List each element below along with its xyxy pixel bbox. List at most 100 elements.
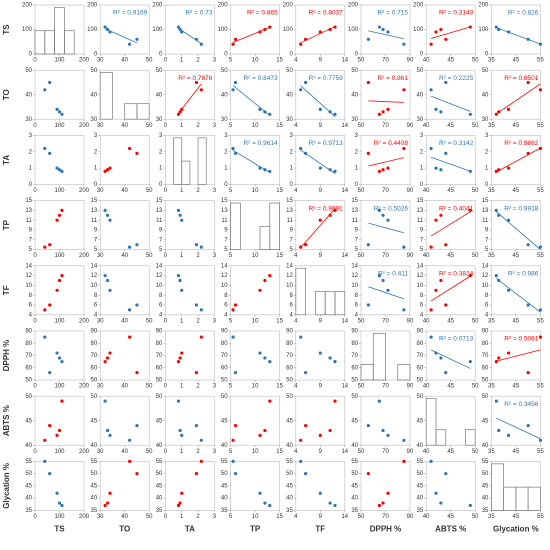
point [429,459,433,463]
y-tick-label: 200 [87,3,98,9]
y-tick-label: 40 [221,92,228,98]
x-tick-label: 50 [472,253,479,259]
x-tick-label: 50 [146,318,153,324]
x-tick-label: 90 [407,384,414,390]
y-tick-label: 9 [29,228,33,234]
x-tick-label: 15 [276,188,283,194]
x-tick-label: 9 [319,123,323,129]
x-tick-label: 4 [294,384,298,390]
y-tick-label: 40 [221,496,228,502]
point [48,424,52,428]
r2-label: R² = 0.73 [185,10,212,17]
x-tick-label: 14 [341,449,348,455]
histogram-bar [64,30,75,55]
r2-label: R² = 0.5026 [374,205,409,212]
point [538,438,543,442]
x-tick-label: 70 [382,188,389,194]
y-tick-label: 5 [420,247,424,253]
point [263,501,267,505]
y-tick-label: 8 [485,293,489,299]
x-tick-label: 30 [97,384,104,390]
x-tick-label: 1 [180,318,184,324]
y-tick-label: 11 [26,218,33,224]
y-tick-label: 50 [221,378,228,384]
y-tick-label: 1 [224,166,228,172]
panel-frame [165,200,215,250]
point [381,110,385,114]
x-tick-label: 40 [121,188,128,194]
x-tick-label: 45 [447,384,454,390]
y-tick-label: 2 [289,149,293,155]
point [176,503,181,508]
point [199,459,203,463]
panel-frame [34,395,85,446]
x-tick-label: 35 [488,449,495,455]
x-tick-label: 40 [423,514,430,520]
x-tick-label: 90 [407,318,414,324]
y-tick-label: 5 [159,247,163,253]
point [434,491,438,495]
point [434,288,438,292]
point [57,428,62,433]
y-tick-label: 40 [156,496,163,502]
y-tick-label: 11 [221,218,228,224]
x-tick-label: 5 [229,123,233,129]
y-tick-label: 2 [224,149,228,155]
y-tick-label: 4 [159,312,163,318]
y-axis-label: TA [2,155,11,165]
point [105,278,110,283]
x-tick-label: 10 [252,253,259,259]
point [135,151,139,155]
r2-label: R² = 0.3143 [439,10,474,17]
panel-frame [165,265,215,316]
x-tick-label: 55 [537,449,544,455]
x-tick-label: 200 [79,514,90,520]
r2-label: R² = 0.9862 [504,140,539,147]
trend-line [232,85,271,116]
panel-frame [295,330,346,381]
point [506,166,511,170]
y-tick-label: 50 [351,394,358,400]
y-tick-label: 60 [417,365,424,371]
point [194,80,199,85]
point [43,438,47,442]
y-tick-label: 50 [91,394,98,400]
point [263,278,267,283]
point [468,208,472,212]
point [444,303,448,307]
x-tick-label: 45 [513,384,520,390]
y-tick-label: 100 [283,27,294,33]
point [135,371,139,375]
point [439,213,443,217]
point [402,308,406,312]
x-tick-label: 50 [472,514,479,520]
y-tick-label: 14 [417,263,424,269]
y-tick-label: 50 [25,394,32,400]
point [386,433,390,437]
y-tick-label: 40 [417,92,424,98]
point [444,151,448,155]
point [494,274,498,278]
point [55,107,59,111]
trend-line [430,156,471,172]
y-tick-label: 0 [29,182,33,188]
y-tick-label: 3 [289,133,293,139]
histogram-bar [44,30,55,55]
point [233,80,238,85]
panel-frame [165,330,215,381]
trend-line [430,26,471,39]
x-tick-label: 9 [319,253,323,259]
point [135,472,139,476]
point [180,288,184,292]
y-axis-label: TF [2,285,11,295]
x-tick-label: 45 [447,58,454,64]
x-tick-label: 15 [276,384,283,390]
panel-frame [230,395,280,446]
y-tick-label: 10 [351,283,358,289]
point [57,501,62,505]
x-tick-label: 50 [358,318,365,324]
panel-frame [230,330,280,381]
point [135,303,139,307]
y-tick-label: 14 [25,263,32,269]
y-tick-label: 50 [91,68,98,74]
